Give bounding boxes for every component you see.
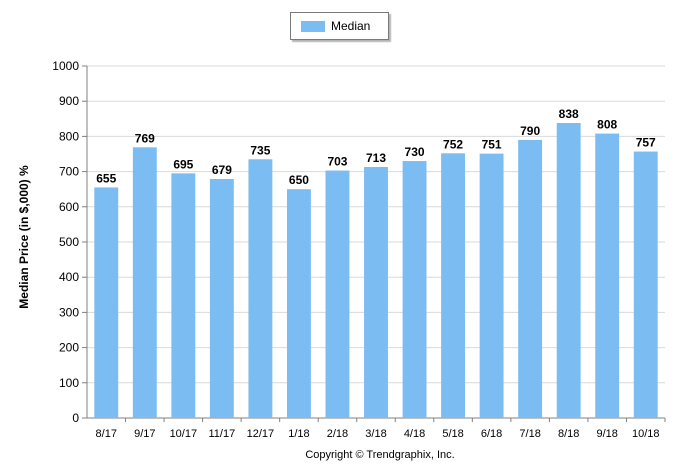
x-tick-label-12-17: 12/17 [247,428,275,440]
data-label-1-18: 650 [289,173,309,187]
y-tick-label-600: 600 [59,200,79,214]
bar-9-18 [595,133,620,419]
bar-12-17 [248,159,273,418]
data-label-9-18: 808 [597,118,617,132]
x-tick-label-1-18: 1/18 [288,428,309,440]
bar-9-17 [132,147,157,418]
y-axis-label: Median Price (in $,000) % [17,165,31,309]
data-label-3-18: 713 [366,151,386,165]
data-label-7-18: 790 [520,124,540,138]
bar-3-18 [364,167,388,418]
x-tick-label-8-17: 8/17 [96,428,117,440]
data-label-10-18: 757 [636,136,656,150]
data-label-9-17: 769 [135,131,155,145]
bar-2-18 [325,170,350,418]
data-label-8-17: 655 [96,171,116,185]
x-tick-label-4-18: 4/18 [404,428,425,440]
bar-8-18 [556,123,581,419]
x-tick-label-9-17: 9/17 [134,428,155,440]
y-tick-label-200: 200 [59,341,79,355]
bar-11-17 [209,178,234,418]
y-tick-label-900: 900 [59,94,79,108]
x-tick-label-8-18: 8/18 [558,428,579,440]
y-tick-label-700: 700 [59,165,79,179]
data-label-4-18: 730 [405,145,425,159]
y-tick-label-300: 300 [59,305,79,319]
bar-10-17 [171,173,196,418]
y-tick-label-800: 800 [59,129,79,143]
copyright-footer: Copyright © Trendgraphix, Inc. [305,449,455,461]
bar-1-18 [286,189,311,418]
x-tick-label-10-18: 10/18 [632,428,660,440]
bar-6-18 [479,153,504,418]
y-tick-label-500: 500 [59,235,79,249]
x-tick-label-7-18: 7/18 [519,428,540,440]
x-tick-label-6-18: 6/18 [481,428,502,440]
y-tick-label-1000: 1000 [52,59,79,73]
x-tick-label-5-18: 5/18 [442,428,463,440]
data-label-6-18: 751 [482,138,502,152]
bar-4-18 [402,161,427,419]
data-label-12-17: 735 [250,143,270,157]
data-label-10-17: 695 [173,157,193,171]
bar-5-18 [441,153,466,418]
y-tick-label-0: 0 [72,411,79,425]
y-tick-label-100: 100 [59,376,79,390]
bar-7-18 [518,139,543,419]
data-label-2-18: 703 [327,155,347,169]
x-tick-label-11-17: 11/17 [209,428,236,440]
data-label-5-18: 752 [443,137,463,151]
bar-8-17 [94,187,119,418]
legend-swatch-median [301,20,325,32]
y-tick-label-400: 400 [59,270,79,284]
legend-label-median: Median [331,19,371,33]
x-tick-label-3-18: 3/18 [365,428,386,440]
x-tick-label-2-18: 2/18 [327,428,348,440]
x-tick-label-10-17: 10/17 [170,428,198,440]
bar-10-18 [633,151,658,418]
x-tick-label-9-18: 9/18 [596,428,617,440]
chart-legend: Median [290,12,389,40]
data-label-8-18: 838 [559,107,579,121]
data-label-11-17: 679 [212,163,232,177]
